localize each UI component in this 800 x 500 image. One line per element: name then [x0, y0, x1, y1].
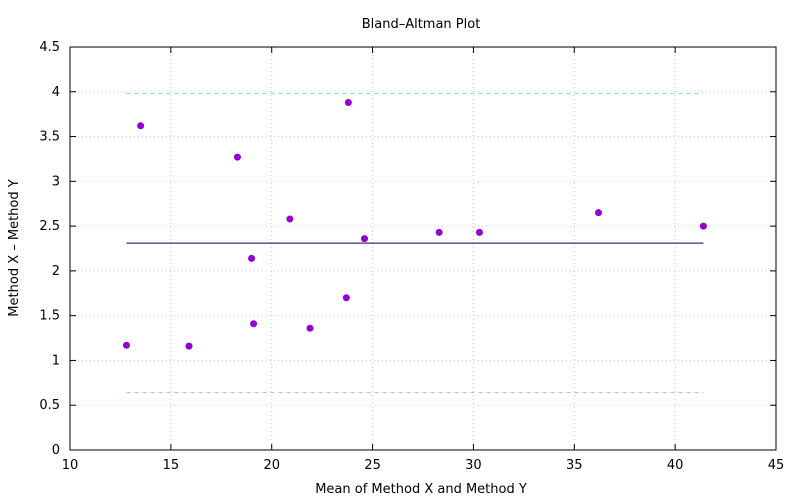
y-tick-label: 1.5	[39, 309, 60, 324]
x-tick-label: 35	[566, 458, 583, 473]
y-tick-label: 2.5	[39, 219, 60, 234]
data-point	[361, 235, 369, 243]
x-axis-ticks: 10 15 20 25 30 35 40 45	[62, 47, 785, 473]
y-axis-ticks: 0 0.5 1 1.5 2 2.5 3 3.5 4 4.5	[39, 40, 776, 458]
x-tick-label: 15	[163, 458, 180, 473]
y-tick-label: 3.5	[39, 130, 60, 145]
data-point	[594, 209, 602, 217]
data-point	[122, 341, 130, 349]
y-tick-label: 0	[52, 443, 60, 458]
data-point	[435, 228, 443, 236]
data-point	[344, 99, 352, 107]
x-tick-label: 40	[667, 458, 684, 473]
plot-frame	[69, 46, 777, 451]
x-tick-label: 10	[62, 458, 79, 473]
data-point	[233, 153, 241, 161]
y-axis-label: Method X – Method Y	[7, 179, 22, 316]
x-tick-label: 30	[465, 458, 482, 473]
data-point	[342, 294, 350, 302]
data-point	[699, 222, 707, 230]
y-tick-label: 3	[52, 174, 60, 189]
data-point	[185, 342, 193, 350]
x-tick-label: 20	[263, 458, 280, 473]
y-tick-label: 0.5	[39, 398, 60, 413]
x-tick-label: 25	[364, 458, 381, 473]
chart-title: Bland–Altman Plot	[362, 17, 481, 32]
data-point	[306, 324, 314, 332]
data-points	[122, 99, 707, 350]
data-point	[248, 254, 256, 262]
data-point	[475, 228, 483, 236]
data-point	[137, 122, 145, 130]
x-tick-label: 45	[768, 458, 785, 473]
x-axis-label: Mean of Method X and Method Y	[315, 482, 527, 497]
y-tick-label: 4	[52, 85, 60, 100]
y-tick-label: 4.5	[39, 40, 60, 55]
reference-lines	[126, 93, 704, 394]
y-tick-label: 1	[52, 353, 60, 368]
grid	[70, 47, 776, 450]
y-tick-label: 2	[52, 264, 60, 279]
data-point	[250, 320, 258, 328]
data-point	[286, 215, 294, 223]
